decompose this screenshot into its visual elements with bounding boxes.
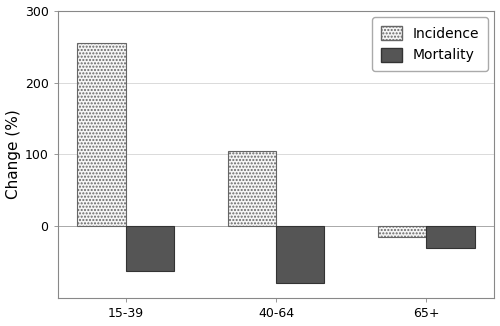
Y-axis label: Change (%): Change (%) bbox=[6, 110, 20, 200]
Bar bbox=[276, 227, 324, 283]
Bar bbox=[426, 227, 474, 248]
Bar bbox=[126, 227, 174, 271]
Bar bbox=[78, 43, 126, 227]
Bar bbox=[228, 151, 276, 227]
Bar bbox=[378, 227, 426, 237]
Legend: Incidence, Mortality: Incidence, Mortality bbox=[372, 18, 488, 71]
